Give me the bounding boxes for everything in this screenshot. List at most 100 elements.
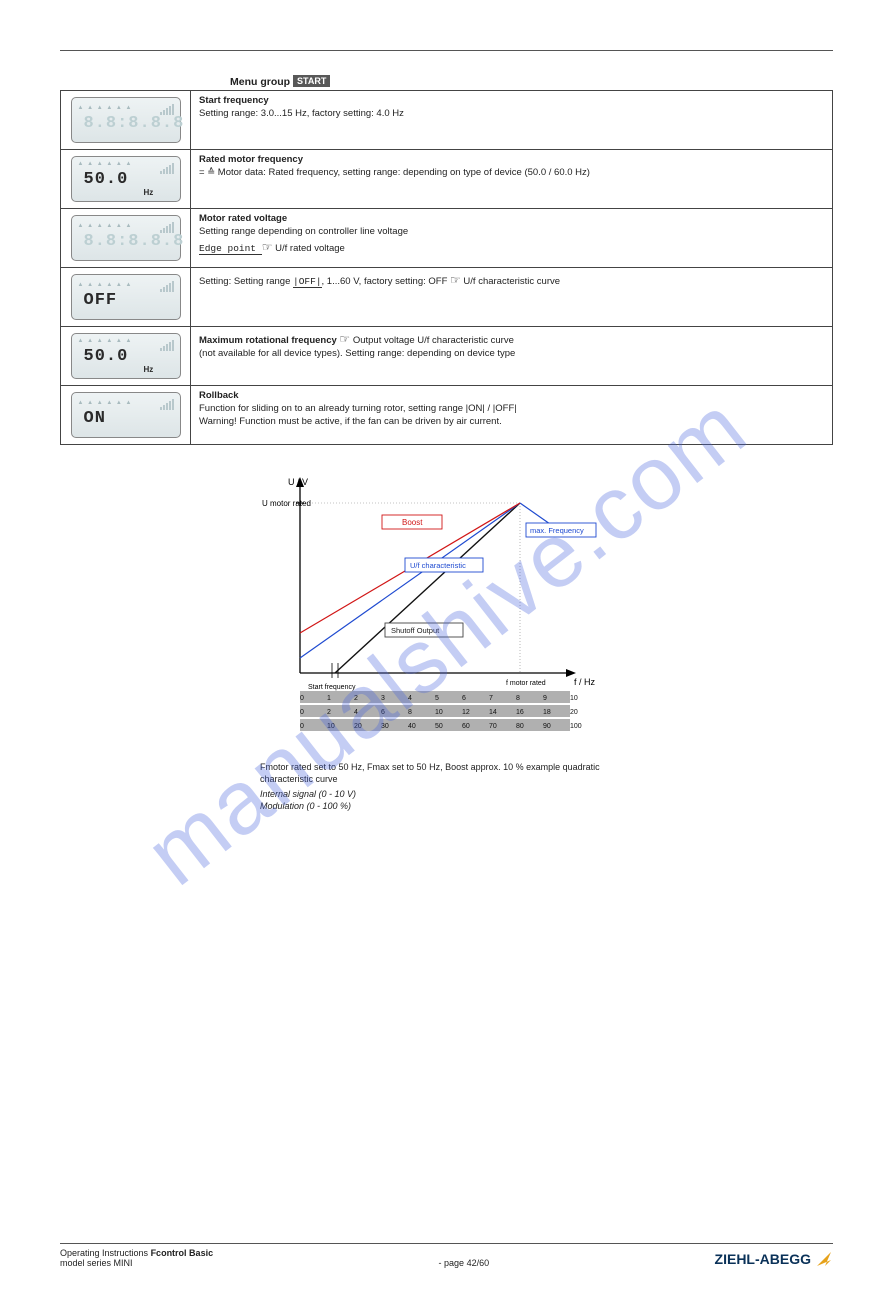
svg-text:90: 90 [543,723,551,730]
svg-text:100: 100 [570,723,582,730]
lcd-display-icon: ▲ ▲ ▲ ▲ ▲ ▲ OFF [71,274,181,320]
lcd-value: 50.0 [78,169,129,192]
lcd-cell: ▲ ▲ ▲ ▲ ▲ ▲ ON [61,386,191,445]
lcd-display-icon: ▲ ▲ ▲ ▲ ▲ ▲ 50.0 Hz [71,156,181,202]
svg-text:f motor rated: f motor rated [506,680,546,687]
lcd-display-icon: ▲ ▲ ▲ ▲ ▲ ▲ 8.8:8.8.8 [71,97,181,143]
menu-path: |OFF| [293,276,322,288]
settings-table: ▲ ▲ ▲ ▲ ▲ ▲ 8.8:8.8.8 Start frequency Se… [60,90,833,445]
svg-text:8: 8 [408,709,412,716]
row-after: U/f characteristic curve [461,276,560,287]
lcd-cell: ▲ ▲ ▲ ▲ ▲ ▲ 50.0 Hz [61,327,191,386]
svg-text:max. Frequency: max. Frequency [530,526,584,535]
svg-text:2: 2 [354,695,358,702]
row-heading: Start frequency [199,95,269,106]
svg-text:4: 4 [354,709,358,716]
row-body: = [199,167,207,178]
svg-text:0: 0 [300,709,304,716]
row-heading: Setting: Setting range [199,276,293,287]
svg-text:9: 9 [543,695,547,702]
svg-text:10: 10 [570,695,578,702]
svg-text:10: 10 [435,709,443,716]
lcd-display-icon: ▲ ▲ ▲ ▲ ▲ ▲ 8.8:8.8.8 [71,215,181,261]
lcd-unit: Hz [144,188,154,199]
table-row: ▲ ▲ ▲ ▲ ▲ ▲ 50.0 Hz Rated motor frequenc… [61,150,833,209]
svg-text:U / V: U / V [288,477,308,487]
svg-text:50: 50 [435,723,443,730]
svg-text:10: 10 [327,723,335,730]
lcd-cell: ▲ ▲ ▲ ▲ ▲ ▲ 50.0 Hz [61,150,191,209]
row-after: U/f rated voltage [275,243,345,254]
svg-text:3: 3 [381,695,385,702]
brand-mark-icon [815,1250,833,1268]
svg-text:0: 0 [300,695,304,702]
row-body2: Motor data: Rated frequency, setting ran… [215,167,590,178]
uf-diagram: U motor rated U / V f motor rated f / Hz… [260,463,833,746]
svg-text:18: 18 [543,709,551,716]
lcd-value: OFF [78,290,118,313]
svg-text:Boost: Boost [402,518,423,527]
svg-text:5: 5 [435,695,439,702]
row-desc: Rollback Function for sliding on to an a… [191,386,833,445]
svg-text:60: 60 [462,723,470,730]
hand-icon: ☞ [339,332,350,346]
lcd-value: 8.8:8.8.8 [78,113,185,136]
lcd-value: 50.0 [78,346,129,369]
lcd-unit: Hz [144,365,154,376]
svg-text:16: 16 [516,709,524,716]
svg-text:4: 4 [408,695,412,702]
lcd-value: 8.8:8.8.8 [78,231,185,254]
svg-text:20: 20 [354,723,362,730]
row-desc: Motor rated voltage Setting range depend… [191,209,833,268]
svg-text:2: 2 [327,709,331,716]
diagram-axis-note: Internal signal (0 - 10 V) [260,789,620,801]
svg-text:U motor rated: U motor rated [262,499,311,508]
svg-text:0: 0 [300,723,304,730]
table-title: Menu group START [230,75,833,88]
svg-text:Start frequency: Start frequency [308,684,356,691]
row-desc: Setting: Setting range |OFF|, 1...60 V, … [191,268,833,327]
svg-text:7: 7 [489,695,493,702]
lcd-display-icon: ▲ ▲ ▲ ▲ ▲ ▲ ON [71,392,181,438]
lcd-cell: ▲ ▲ ▲ ▲ ▲ ▲ OFF [61,268,191,327]
hand-icon: ☞ [450,273,461,287]
svg-text:U/f characteristic: U/f characteristic [410,561,466,570]
header-rule [60,50,833,51]
row-heading: Maximum rotational frequency [199,335,339,346]
table-row: ▲ ▲ ▲ ▲ ▲ ▲ 8.8:8.8.8 Start frequency Se… [61,91,833,150]
row-desc: Maximum rotational frequency ☞ Output vo… [191,327,833,386]
diagram-caption: Fmotor rated set to 50 Hz, Fmax set to 5… [260,762,620,785]
lcd-display-icon: ▲ ▲ ▲ ▲ ▲ ▲ 50.0 Hz [71,333,181,379]
svg-text:Shutoff Output: Shutoff Output [391,626,440,635]
row-heading: Rated motor frequency [199,154,303,165]
table-row: ▲ ▲ ▲ ▲ ▲ ▲ 8.8:8.8.8 Motor rated voltag… [61,209,833,268]
row-body: (not available for all device types). Se… [199,348,515,359]
lcd-cell: ▲ ▲ ▲ ▲ ▲ ▲ 8.8:8.8.8 [61,91,191,150]
row-desc: Start frequency Setting range: 3.0...15 … [191,91,833,150]
svg-text:20: 20 [570,709,578,716]
svg-text:8: 8 [516,695,520,702]
svg-text:f / Hz: f / Hz [574,677,596,687]
table-row: ▲ ▲ ▲ ▲ ▲ ▲ 50.0 Hz Maximum rotational f… [61,327,833,386]
page-footer: Operating Instructions Fcontrol Basic mo… [60,1244,833,1268]
hand-icon: ☞ [262,240,273,254]
row-body: Setting range: 3.0...15 Hz, factory sett… [199,108,404,119]
svg-text:70: 70 [489,723,497,730]
svg-text:12: 12 [462,709,470,716]
footer-model: Fcontrol Basic [151,1248,214,1258]
row-desc: Rated motor frequency = ≙ Motor data: Ra… [191,150,833,209]
table-row: ▲ ▲ ▲ ▲ ▲ ▲ ON Rollback Function for sli… [61,386,833,445]
brand-logo: ZIEHL-ABEGG [715,1250,833,1268]
row-body: Function for sliding on to an already tu… [199,403,517,414]
table-title-box: START [293,75,330,87]
lcd-cell: ▲ ▲ ▲ ▲ ▲ ▲ 8.8:8.8.8 [61,209,191,268]
equals-sym-icon: ≙ [207,168,215,178]
footer-docname: Operating Instructions [60,1248,148,1258]
svg-text:40: 40 [408,723,416,730]
svg-text:6: 6 [462,695,466,702]
row-warning: Warning! Function must be active, if the… [199,416,502,427]
svg-text:6: 6 [381,709,385,716]
svg-text:14: 14 [489,709,497,716]
svg-text:80: 80 [516,723,524,730]
diagram-axis-note: Modulation (0 - 100 %) [260,801,620,813]
